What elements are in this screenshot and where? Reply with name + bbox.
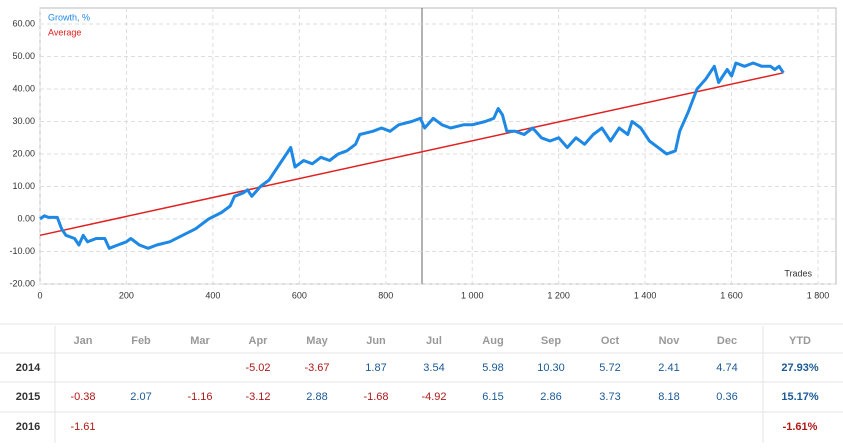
month-value: 8.18: [658, 391, 679, 403]
y-tick-label: 40.00: [12, 83, 35, 93]
column-header: Oct: [601, 335, 620, 347]
column-header: Jun: [366, 335, 386, 347]
month-value: 2.86: [540, 391, 561, 403]
column-header: Aug: [482, 335, 503, 347]
y-tick-label: 50.00: [12, 51, 35, 61]
ytd-value: 15.17%: [781, 391, 819, 403]
x-tick-label: 600: [292, 290, 307, 300]
month-value: -4.92: [421, 391, 446, 403]
y-tick-label: -20.00: [9, 278, 35, 288]
month-value: 10.30: [537, 362, 565, 374]
legend-entry: Growth, %: [48, 12, 90, 22]
row-year: 2016: [16, 421, 40, 433]
plot-frame: [39, 7, 837, 285]
table: Jan Feb Mar Apr May Jun Jul Aug Sep Oct Nov Dec YTD 2…: [0, 323, 843, 443]
x-tick-label: 1 600: [720, 290, 743, 300]
column-header: May: [306, 335, 328, 347]
month-value: -3.12: [245, 391, 270, 403]
month-value: -1.16: [187, 391, 212, 403]
month-value: 5.98: [482, 362, 503, 374]
ytd-value: -1.61%: [783, 421, 818, 433]
y-tick-label: 20.00: [12, 148, 35, 158]
month-value: 0.36: [716, 391, 737, 403]
y-tick-label: 30.00: [12, 116, 35, 126]
column-header: YTD: [789, 335, 811, 347]
column-header: Nov: [659, 335, 681, 347]
y-tick-label: -10.00: [9, 246, 35, 256]
column-header: Apr: [249, 335, 269, 347]
ytd-value: 27.93%: [781, 362, 819, 374]
row-year: 2014: [16, 362, 41, 374]
y-tick-label: 0.00: [17, 213, 35, 223]
month-value: -0.38: [70, 391, 95, 403]
series-line: [39, 61, 785, 250]
month-value: 3.73: [599, 391, 620, 403]
month-value: 6.15: [482, 391, 503, 403]
series-line: [39, 72, 784, 237]
row-year: 2015: [16, 391, 40, 403]
x-axis-label: Trades: [784, 268, 812, 278]
column-header: Dec: [717, 335, 737, 347]
month-value: -3.67: [304, 362, 329, 374]
column-header: Mar: [190, 335, 210, 347]
x-tick-label: 1 400: [634, 290, 657, 300]
x-tick-label: 1 200: [547, 290, 570, 300]
month-value: 4.74: [716, 362, 737, 374]
column-header: Feb: [131, 335, 151, 347]
x-tick-label: 1 800: [807, 290, 830, 300]
y-tick-label: 60.00: [12, 18, 35, 28]
month-value: 1.87: [365, 362, 386, 374]
x-tick-label: 1 000: [461, 290, 484, 300]
column-header: Jan: [74, 335, 93, 347]
x-tick-label: 0: [37, 290, 42, 300]
x-tick-label: 800: [378, 290, 393, 300]
month-value: 2.88: [306, 391, 327, 403]
month-value: -1.68: [363, 391, 388, 403]
x-tick-label: 400: [205, 290, 220, 300]
x-tick-label: 200: [119, 290, 134, 300]
month-value: 2.41: [658, 362, 679, 374]
month-value: -1.61: [70, 421, 95, 433]
month-value: 5.72: [599, 362, 620, 374]
legend-entry: Average: [48, 27, 81, 37]
column-header: Jul: [426, 335, 442, 347]
column-header: Sep: [541, 335, 561, 347]
month-value: 2.07: [130, 391, 151, 403]
month-value: 3.54: [423, 362, 444, 374]
y-tick-label: 10.00: [12, 181, 35, 191]
month-value: -5.02: [245, 362, 270, 374]
